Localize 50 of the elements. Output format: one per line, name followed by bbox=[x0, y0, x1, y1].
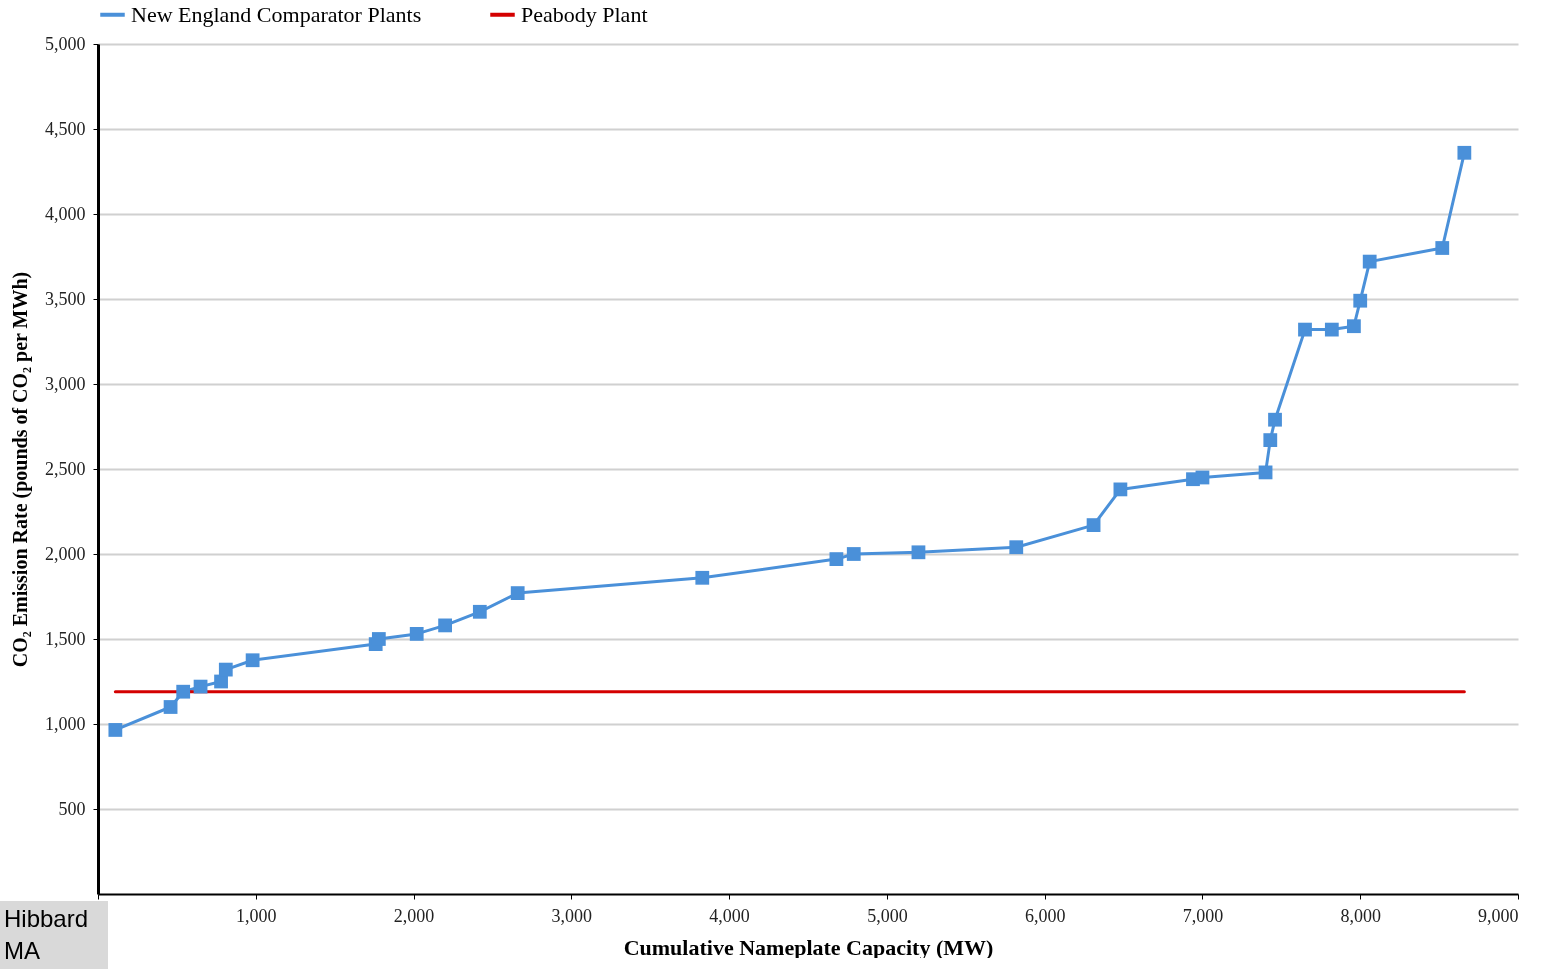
y-tick-label: 3,500 bbox=[45, 288, 86, 309]
point bbox=[1457, 145, 1472, 160]
y-tick-label: 1,500 bbox=[45, 628, 86, 649]
x-tick-label: 8,000 bbox=[1340, 905, 1381, 926]
legend-label: Peabody Plant bbox=[521, 1, 648, 27]
point bbox=[409, 627, 424, 641]
y-tick-label: 4,000 bbox=[45, 203, 86, 224]
point bbox=[371, 632, 386, 646]
text: Hibbard bbox=[4, 904, 90, 934]
point bbox=[1009, 540, 1024, 555]
point bbox=[846, 547, 861, 561]
y-tick-label: 2,000 bbox=[45, 543, 86, 564]
y-axis-title: CO₂ Emission Rate (pounds of CO₂ per MWh) bbox=[9, 271, 32, 668]
y-tick-label: 3,000 bbox=[45, 373, 86, 394]
legend-label: New England Comparator Plants bbox=[131, 1, 422, 27]
x-tick-label: 4,000 bbox=[709, 905, 750, 926]
point bbox=[218, 662, 233, 677]
y-tick-label: 1,000 bbox=[45, 713, 86, 734]
x-tick-label: 1,000 bbox=[236, 905, 277, 926]
y-tick-label: 2,500 bbox=[45, 458, 86, 479]
x-tick-label: 2,000 bbox=[393, 905, 435, 926]
x-tick-label: 5,000 bbox=[867, 905, 908, 926]
point bbox=[1298, 322, 1312, 337]
point bbox=[1263, 433, 1278, 447]
x-tick-label: 7,000 bbox=[1182, 905, 1224, 926]
point bbox=[1324, 322, 1339, 337]
point bbox=[472, 604, 487, 619]
y-tick-label: 4,500 bbox=[45, 118, 86, 139]
point bbox=[1362, 254, 1377, 269]
x-tick-label: 9,000 bbox=[1478, 905, 1519, 926]
point bbox=[1347, 319, 1361, 334]
x-tick-label: 6,000 bbox=[1024, 905, 1066, 926]
point bbox=[438, 618, 452, 633]
point bbox=[176, 684, 191, 699]
point bbox=[108, 723, 123, 737]
x-tick-label: 3,000 bbox=[551, 905, 593, 926]
y-tick-label: 500 bbox=[58, 798, 86, 819]
point bbox=[245, 653, 260, 668]
point bbox=[911, 545, 926, 560]
point bbox=[510, 586, 525, 600]
point bbox=[829, 552, 844, 566]
point bbox=[214, 674, 228, 689]
point bbox=[695, 570, 710, 585]
point bbox=[1353, 293, 1368, 308]
point bbox=[1086, 518, 1101, 532]
y-tick-label: 5,000 bbox=[45, 33, 86, 54]
text: MA bbox=[4, 936, 41, 966]
point bbox=[1435, 241, 1450, 255]
point bbox=[1268, 412, 1282, 427]
point bbox=[163, 700, 178, 714]
